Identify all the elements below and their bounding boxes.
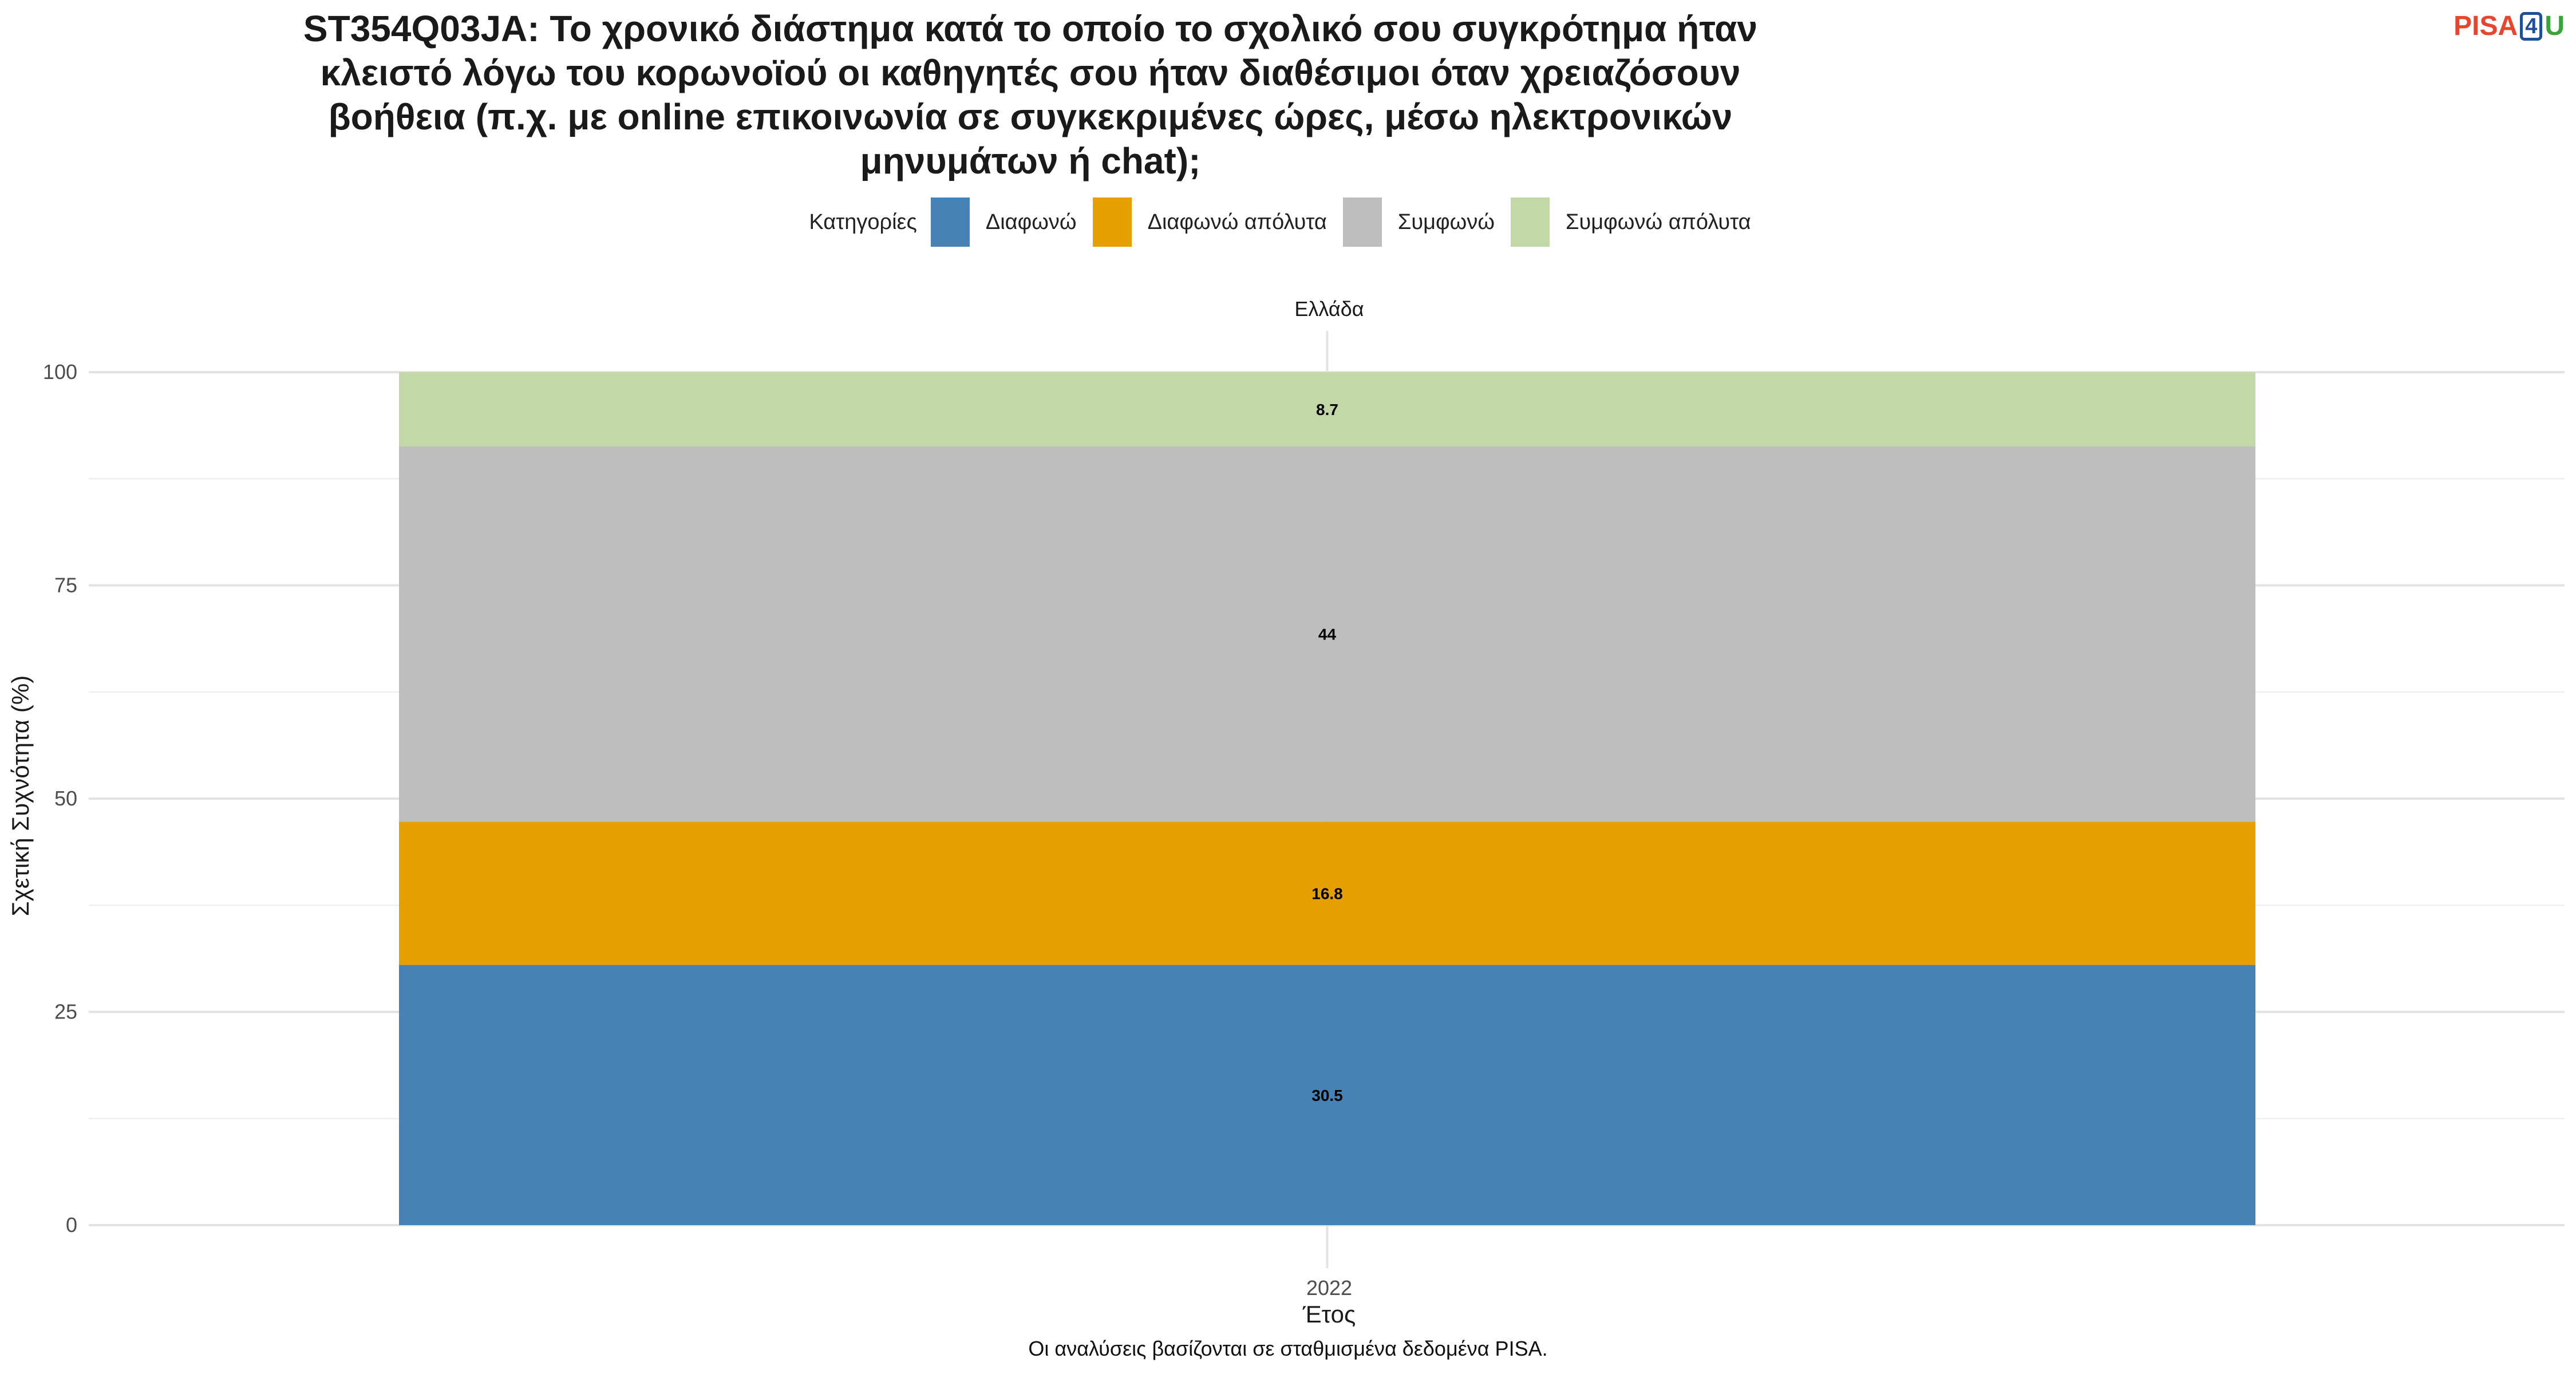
- title-line: κλειστό λόγω του κορωνοϊού οι καθηγητές …: [320, 52, 1741, 93]
- facet-label: Ελλάδα: [1294, 297, 1364, 321]
- legend-item-diafono: Διαφωνώ: [930, 198, 1077, 247]
- x-tick-label: 2022: [1306, 1276, 1352, 1300]
- y-axis-label: Σχετική Συχνότητα (%): [7, 676, 34, 917]
- logo-text-pisa: PISA: [2453, 11, 2518, 41]
- title-line: μηνυμάτων ή chat);: [860, 140, 1201, 181]
- legend-title: Κατηγορίες: [809, 210, 917, 234]
- data-label: 44: [1318, 625, 1337, 643]
- logo-text-four: 4: [2520, 11, 2543, 41]
- legend-label: Συμφωνώ: [1397, 210, 1495, 234]
- x-axis-label: Έτος: [1302, 1301, 1356, 1328]
- pisa4u-logo: PISA 4 U: [2453, 10, 2565, 42]
- y-tick-labels: 0 25 50 75 100: [43, 360, 77, 1237]
- legend-key-diafono-apolyta: [1092, 198, 1132, 247]
- legend-item-symfono: Συμφωνώ: [1342, 198, 1495, 247]
- bar-segment: [399, 372, 2255, 447]
- data-label: 30.5: [1311, 1087, 1343, 1104]
- y-tick-label: 50: [54, 787, 77, 810]
- footnote: Οι αναλύσεις βασίζονται σε σταθμισμένα δ…: [1028, 1337, 1548, 1360]
- bars: [399, 372, 2255, 1225]
- legend: Κατηγορίες Διαφωνώ Διαφωνώ απόλυτα Συμφω…: [0, 198, 2576, 247]
- y-tick-label: 100: [43, 360, 77, 384]
- data-labels: 30.5 16.8 44 8.7: [1311, 401, 1343, 1104]
- data-label: 8.7: [1316, 401, 1338, 418]
- data-label: 16.8: [1311, 885, 1343, 902]
- legend-item-diafono-apolyta: Διαφωνώ απόλυτα: [1092, 198, 1327, 247]
- legend-label: Διαφωνώ: [985, 210, 1077, 234]
- y-tick-label: 75: [54, 574, 77, 597]
- legend-key-symfono-apolyta: [1511, 198, 1550, 247]
- chart-title: ST354Q03JA: Το χρονικό διάστημα κατά το …: [172, 7, 1889, 183]
- logo-text-u: U: [2545, 11, 2565, 41]
- y-tick-label: 25: [54, 1000, 77, 1024]
- bar-segment: [399, 822, 2255, 965]
- legend-label: Συμφωνώ απόλυτα: [1566, 210, 1751, 234]
- legend-item-symfono-apolyta: Συμφωνώ απόλυτα: [1511, 198, 1751, 247]
- title-line: βοήθεια (π.χ. με online επικοινωνία σε σ…: [328, 96, 1733, 137]
- bar-segment: [399, 965, 2255, 1225]
- legend-key-diafono: [930, 198, 970, 247]
- legend-key-symfono: [1342, 198, 1382, 247]
- title-line: ST354Q03JA: Το χρονικό διάστημα κατά το …: [303, 8, 1758, 49]
- y-tick-label: 0: [66, 1213, 77, 1237]
- bar-segment: [399, 446, 2255, 822]
- legend-label: Διαφωνώ απόλυτα: [1147, 210, 1327, 234]
